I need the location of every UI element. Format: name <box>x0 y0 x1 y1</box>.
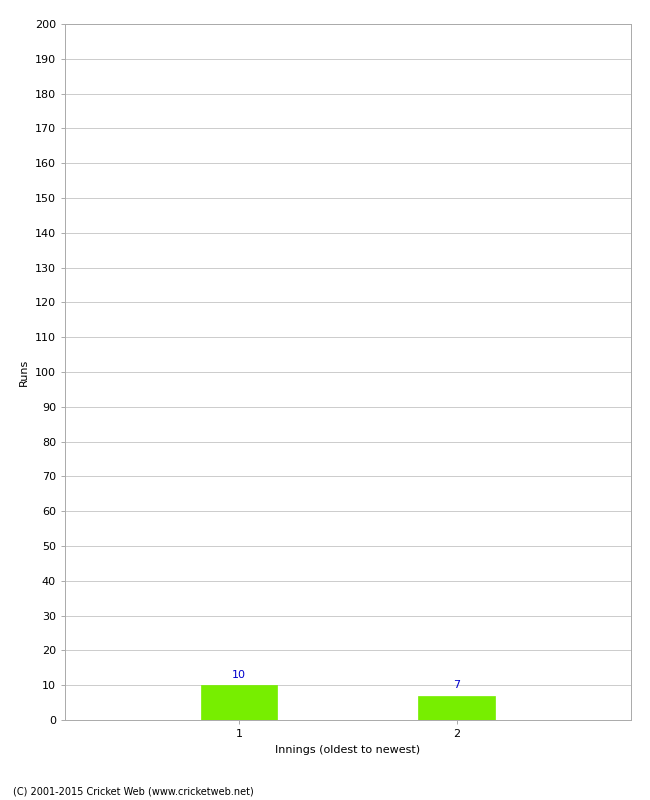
Text: 7: 7 <box>453 681 460 690</box>
Bar <box>419 696 495 720</box>
Bar <box>201 685 277 720</box>
Text: (C) 2001-2015 Cricket Web (www.cricketweb.net): (C) 2001-2015 Cricket Web (www.cricketwe… <box>13 786 254 796</box>
Y-axis label: Runs: Runs <box>20 358 29 386</box>
Text: 10: 10 <box>232 670 246 680</box>
X-axis label: Innings (oldest to newest): Innings (oldest to newest) <box>275 745 421 754</box>
